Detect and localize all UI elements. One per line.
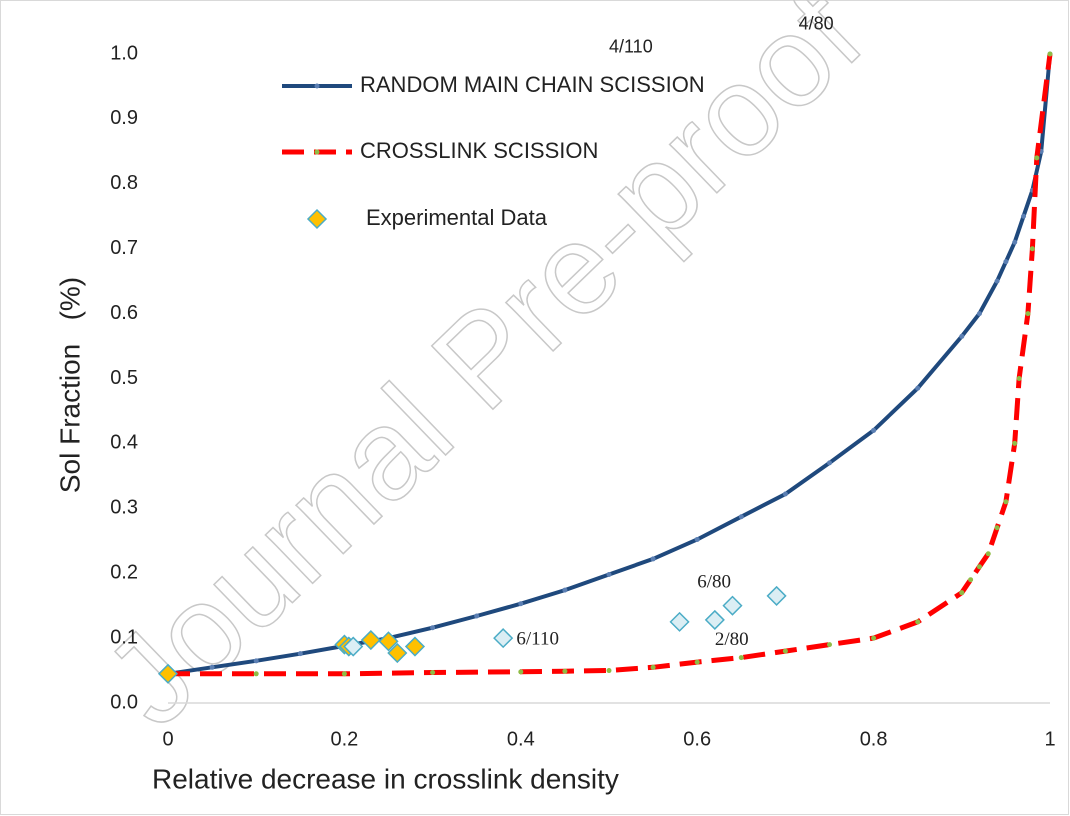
legend-label: RANDOM MAIN CHAIN SCISSION [360,72,705,97]
line-marker [430,625,436,631]
x-tick-label: 0.2 [330,728,358,750]
legend-label: CROSSLINK SCISSION [360,138,598,163]
line-marker [1047,51,1053,57]
line-marker [782,491,788,497]
line-marker [1003,499,1009,505]
line-marker [430,669,436,675]
line-marker [606,571,612,577]
data-point [378,631,399,652]
legend-marker [314,149,320,155]
data-point [704,609,725,630]
line-marker [738,514,744,520]
data-point [493,628,514,649]
y-tick-label: 0.7 [110,237,138,259]
line-marker [253,658,259,664]
data-point [343,636,364,657]
x-tick-label: 0 [162,728,173,750]
line-marker [959,333,965,339]
x-tick-label: 0.8 [860,728,888,750]
data-point [360,629,381,651]
line-marker [1029,246,1035,252]
x-tick-label: 0.4 [507,728,535,750]
line-marker [994,525,1000,531]
y-tick-label: 1.0 [110,42,138,64]
line-marker [1034,155,1040,161]
line-marker [650,556,656,562]
line-marker [827,460,832,466]
line-marker [738,655,744,661]
line-marker [562,668,568,674]
y-tick-label: 0.3 [110,497,138,519]
y-tick-label: 0.1 [110,626,138,648]
line-marker [1003,259,1009,265]
annotation: 4/110 [609,36,653,56]
x-tick-label: 1 [1044,728,1055,750]
y-tick-label: 0.0 [110,691,138,713]
line-marker [994,278,1000,284]
series-line [168,53,1053,677]
line-marker [474,613,480,619]
line-marker [915,619,921,625]
line-marker [341,671,347,677]
line-marker [976,564,982,570]
y-tick-label: 0.8 [110,172,138,194]
line-marker [650,664,656,670]
legend-marker [314,83,320,89]
x-tick-label: 0.6 [683,728,711,750]
y-tick-label: 0.9 [110,107,138,129]
annotation: 2/80 [715,629,749,650]
y-tick-label: 0.5 [110,367,138,389]
line-marker [562,587,568,593]
data-point [157,663,179,684]
line-marker [827,642,832,648]
line-marker [1012,440,1018,446]
line-marker [1025,311,1031,317]
y-axis-label: Sol Fraction (%) [54,277,85,493]
x-axis-label: Relative decrease in crosslink density [152,763,619,794]
line-marker [518,601,524,607]
line-marker [694,659,700,665]
data-point [766,585,787,606]
data-point [404,636,426,657]
line-marker [1021,213,1027,219]
legend-label: Experimental Data [366,205,548,230]
line-marker [968,577,974,583]
line-marker [1016,376,1022,381]
y-tick-label: 0.2 [110,561,138,583]
y-tick-label: 0.4 [110,432,138,454]
data-point [387,642,408,664]
annotation: 4/80 [799,14,834,34]
data-point [722,595,743,616]
y-tick-label: 0.6 [110,302,138,324]
line-marker [297,651,303,657]
annotation: 6/80 [697,571,731,592]
line-marker [782,648,788,654]
data-point [669,611,690,632]
line-marker [959,590,965,596]
line-marker [209,664,215,670]
line-marker [1012,239,1018,245]
legend-marker [306,208,328,230]
line-marker [518,669,524,675]
annotation: 6/110 [516,628,559,649]
line-marker [976,311,982,317]
line-marker [915,385,921,391]
line-marker [871,427,877,433]
line-marker [871,635,877,641]
line-marker [606,668,612,674]
line-marker [985,551,991,557]
line-marker [253,671,259,677]
line-marker [694,536,700,542]
